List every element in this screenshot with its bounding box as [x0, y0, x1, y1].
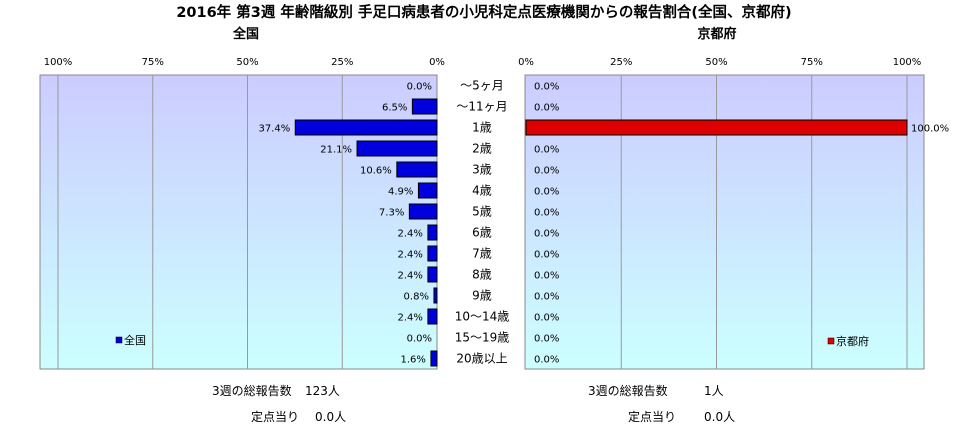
left-data-label: 2.4% [397, 313, 422, 324]
right-tick-label: 75% [801, 57, 823, 68]
left-bar [427, 224, 438, 241]
right-tick-label: 50% [705, 57, 727, 68]
right-data-label: 0.0% [534, 82, 559, 93]
category-label: 7歳 [472, 247, 492, 261]
left-bar [430, 350, 438, 367]
right-data-label: 0.0% [534, 355, 559, 366]
left-data-label: 2.4% [397, 271, 422, 282]
right-data-label: 0.0% [534, 292, 559, 303]
left-data-label: 2.4% [397, 250, 422, 261]
left-data-label: 37.4% [258, 124, 290, 135]
left-bar [417, 182, 438, 199]
left-bar [427, 308, 438, 325]
right-tick-label: 25% [610, 57, 632, 68]
category-label: ～11ヶ月 [456, 100, 507, 114]
right-data-label: 0.0% [534, 145, 559, 156]
left-chart-title: 全国 [232, 26, 259, 42]
category-label: 10～14歳 [455, 310, 510, 324]
right-tick-label: 100% [893, 57, 922, 68]
kyoto-per-value: 0.0人 [704, 410, 736, 424]
left-data-label: 21.1% [320, 145, 352, 156]
left-legend-swatch [115, 336, 123, 344]
category-label: ～5ヶ月 [460, 79, 504, 93]
left-tick-label: 0% [429, 57, 445, 68]
category-label: 4歳 [472, 184, 492, 198]
right-data-label: 0.0% [534, 166, 559, 177]
right-data-label: 0.0% [534, 208, 559, 219]
category-label: 3歳 [472, 163, 492, 177]
left-tick-label: 100% [44, 57, 73, 68]
left-tick-label: 75% [142, 57, 164, 68]
left-plot-area [39, 74, 438, 370]
kyoto-total-label: 3週の総報告数 [588, 384, 668, 398]
national-per-label: 定点当り [251, 410, 300, 424]
left-bar [396, 161, 438, 178]
category-label: 1歳 [472, 121, 492, 135]
kyoto-total-value: 1人 [704, 384, 724, 398]
category-label: 6歳 [472, 226, 492, 240]
category-label: 8歳 [472, 268, 492, 282]
left-bar [411, 98, 438, 115]
right-legend-swatch [827, 337, 835, 345]
right-legend: 京都府 [827, 334, 869, 348]
category-label: 5歳 [472, 205, 492, 219]
right-data-label: 0.0% [534, 103, 559, 114]
right-data-label: 0.0% [534, 229, 559, 240]
main-title: 2016年 第3週 年齢階級別 手足口病患者の小児科定点医療機関からの報告割合(… [176, 3, 791, 21]
left-data-label: 6.5% [382, 103, 407, 114]
right-data-label: 100.0% [911, 124, 949, 135]
right-data-label: 0.0% [534, 187, 559, 198]
left-tick-label: 50% [236, 57, 258, 68]
left-data-label: 10.6% [360, 166, 392, 177]
category-label: 15～19歳 [455, 331, 510, 345]
category-label: 20歳以上 [456, 352, 507, 366]
right-data-label: 0.0% [534, 271, 559, 282]
left-data-label: 0.0% [407, 334, 432, 345]
right-bar [525, 119, 908, 136]
national-total-label: 3週の総報告数 [212, 384, 292, 398]
left-data-label: 4.9% [388, 187, 413, 198]
left-bar [408, 203, 438, 220]
left-bar [427, 245, 438, 262]
category-label: 2歳 [472, 142, 492, 156]
left-data-label: 0.8% [404, 292, 429, 303]
national-per-value: 0.0人 [315, 410, 347, 424]
national-total-value: 123人 [305, 384, 340, 398]
right-chart-title: 京都府 [697, 26, 736, 42]
right-legend-label: 京都府 [836, 334, 869, 348]
left-bar [433, 287, 438, 304]
right-data-label: 0.0% [534, 250, 559, 261]
left-bar [294, 119, 438, 136]
left-data-label: 7.3% [379, 208, 404, 219]
right-data-label: 0.0% [534, 313, 559, 324]
left-data-label: 1.6% [401, 355, 426, 366]
right-plot-area [524, 74, 925, 370]
kyoto-per-label: 定点当り [628, 410, 677, 424]
left-legend-label: 全国 [124, 333, 146, 347]
left-legend: 全国 [115, 333, 146, 347]
left-bar [356, 140, 438, 157]
left-bar [427, 266, 438, 283]
right-data-label: 0.0% [534, 334, 559, 345]
left-data-label: 0.0% [407, 82, 432, 93]
left-data-label: 2.4% [397, 229, 422, 240]
left-tick-label: 25% [331, 57, 353, 68]
category-label: 9歳 [472, 289, 492, 303]
right-tick-label: 0% [518, 57, 534, 68]
